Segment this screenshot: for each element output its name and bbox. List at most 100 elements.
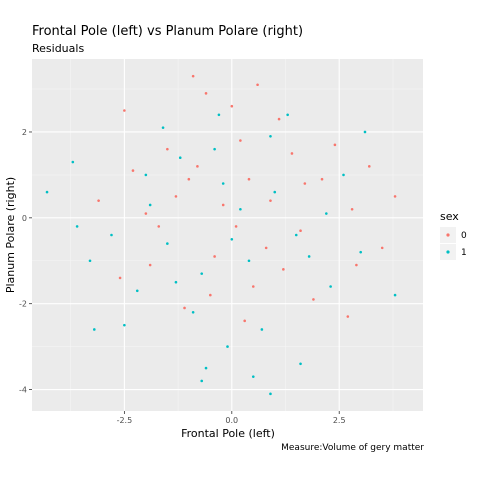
point-1-37 [342,173,345,177]
point-0-20 [380,246,384,250]
point-0-17 [183,306,186,310]
point-1-24 [200,379,204,383]
x-tick-label-2: 2.5 [333,416,346,425]
legend-entries: 01 [440,227,467,260]
point-0-23 [256,83,259,87]
point-0-6 [251,285,255,288]
point-1-17 [45,190,49,194]
point-0-15 [312,298,315,301]
point-1-0 [166,242,169,245]
series-1 [45,113,397,396]
chart-caption: Measure:Volume of gery matter [281,443,424,453]
point-0-33 [282,268,285,271]
point-0-25 [290,152,294,155]
point-1-5 [148,203,152,207]
point-1-10 [110,233,113,237]
point-1-14 [269,134,272,138]
plot-panel [32,59,423,411]
point-0-29 [247,177,251,181]
point-1-9 [135,289,139,293]
point-1-16 [75,225,79,228]
legend-title: sex [440,210,459,223]
point-1-7 [191,310,195,314]
point-0-28 [221,203,225,207]
point-1-34 [307,255,311,258]
point-1-6 [294,233,298,237]
point-1-36 [144,173,148,177]
point-1-1 [200,272,204,275]
point-1-32 [213,147,216,151]
legend-label-0: 0 [461,231,467,241]
point-0-14 [118,276,122,280]
point-0-9 [131,169,135,172]
point-0-27 [264,246,268,250]
grid-minor [32,59,423,411]
point-0-1 [196,165,199,168]
point-0-12 [204,92,208,95]
point-0-16 [243,319,246,323]
y-tick-label-3: 2 [22,128,27,137]
chart-title: Frontal Pole (left) vs Planum Polare (ri… [32,24,304,39]
point-0-35 [209,293,212,297]
legend-label-1: 1 [461,248,467,258]
legend-swatch-1 [446,250,450,254]
y-tick-label-1: -2 [19,300,27,309]
point-1-39 [363,130,367,134]
point-0-31 [333,143,337,147]
point-0-39 [393,195,397,198]
legend: sex 01 [440,210,467,260]
point-0-37 [303,182,307,185]
point-1-29 [161,126,165,129]
point-1-27 [123,323,126,327]
x-axis-title: Frontal Pole (left) [181,427,275,440]
point-1-22 [299,362,302,366]
point-0-11 [277,117,281,121]
point-0-4 [299,229,302,233]
data-points [45,74,397,396]
legend-swatch-0 [446,233,450,237]
point-1-26 [393,293,397,297]
point-1-18 [71,160,75,164]
point-0-34 [355,263,358,267]
point-0-30 [144,212,148,215]
point-0-8 [320,177,324,181]
point-1-21 [251,375,255,378]
chart-subtitle: Residuals [32,42,85,55]
x-axis: -2.5 0.0 2.5 [117,411,346,425]
point-0-13 [350,207,354,211]
point-0-0 [174,195,178,198]
point-1-12 [226,345,229,348]
point-1-13 [178,156,182,160]
point-0-7 [157,225,161,228]
grid-major [32,59,423,411]
point-0-3 [269,199,272,202]
point-0-18 [367,165,371,168]
point-0-26 [166,147,169,151]
point-1-25 [359,250,363,254]
point-1-28 [329,285,332,288]
point-1-3 [273,190,277,194]
point-0-32 [148,263,152,267]
point-1-31 [230,237,234,241]
point-1-19 [93,328,96,331]
y-tick-label-2: 0 [22,214,27,223]
point-1-35 [174,280,178,284]
point-0-10 [230,104,234,108]
point-1-38 [217,113,221,117]
point-1-23 [269,392,272,396]
point-0-2 [239,139,242,142]
point-0-19 [97,199,100,202]
x-tick-label-0: -2.5 [117,416,133,425]
point-0-36 [234,225,238,228]
point-0-38 [187,177,191,181]
y-axis-title: Planum Polare (right) [4,177,17,293]
point-1-15 [88,259,92,263]
point-1-30 [286,113,289,117]
point-1-11 [325,212,328,215]
point-1-8 [260,328,264,331]
point-1-20 [204,366,208,370]
point-0-22 [191,74,195,78]
point-1-33 [239,207,242,211]
point-0-24 [123,109,126,112]
